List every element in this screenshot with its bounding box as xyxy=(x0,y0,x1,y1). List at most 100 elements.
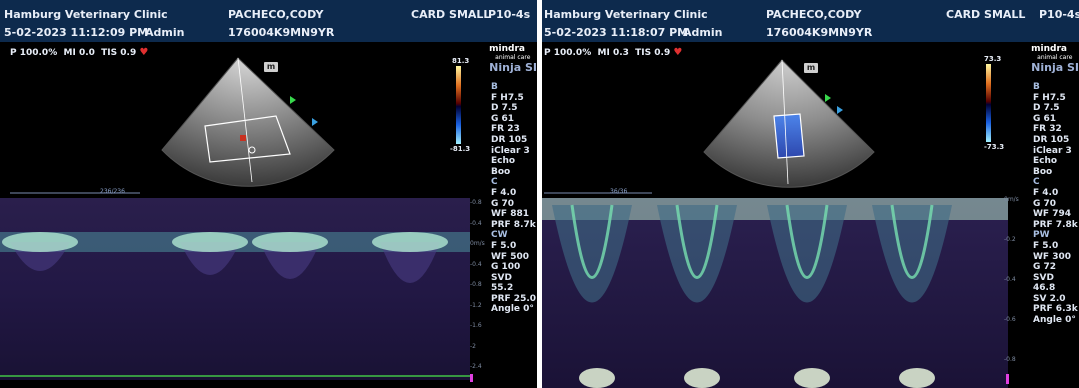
model-name: Ninja SI xyxy=(1031,61,1079,74)
param-item: G 70 xyxy=(1033,198,1057,209)
datetime: 5-02-2023 11:12:09 PM xyxy=(4,26,149,39)
scale-tick-label: -0.4 xyxy=(470,260,482,268)
param-item: PRF 6.3k xyxy=(1033,304,1078,315)
operator: Admin xyxy=(145,26,185,39)
flow-trace xyxy=(785,204,829,279)
color-scale-max: 73.3 xyxy=(984,55,1002,63)
mindray-logo: mindra animal care Ninja SI xyxy=(489,44,537,74)
param-section-header: C xyxy=(1033,177,1040,188)
param-item: PRF 8.7k xyxy=(491,219,536,230)
orientation-marker-green xyxy=(825,94,831,102)
color-flow xyxy=(774,114,804,158)
param-item: G 61 xyxy=(1033,113,1057,124)
acoustic-output: P 100.0% MI 0.0 TIS 0.9 ♥ xyxy=(10,47,148,58)
flow-trace xyxy=(890,204,934,279)
probe-label: P10-4s xyxy=(488,8,531,21)
param-item: G 72 xyxy=(1033,262,1057,273)
ultrasound-image-left xyxy=(0,57,473,382)
scale-tick-label: -0.8 xyxy=(470,199,482,206)
param-item: WF 794 xyxy=(1033,209,1071,220)
param-item: PRF 7.8k xyxy=(1033,219,1078,230)
preset-label: CARD SMALL xyxy=(411,8,491,21)
orientation-marker-blue xyxy=(837,106,843,114)
scale-tick-label: -0.2 xyxy=(1004,236,1016,243)
flow-trace xyxy=(570,204,614,279)
param-item: G 100 xyxy=(491,262,521,273)
flow-envelope xyxy=(260,242,320,279)
param-section-header: CW xyxy=(491,230,508,241)
param-item: F H7.5 xyxy=(1033,92,1066,103)
param-item: F H7.5 xyxy=(491,92,524,103)
flow-peak xyxy=(252,232,328,252)
param-item: Angle 0° xyxy=(1033,315,1076,326)
timeline-counter: 36/36 xyxy=(610,188,628,195)
heart-icon: ♥ xyxy=(673,47,683,58)
param-item: SVD 46.8 xyxy=(1033,272,1056,294)
param-item: iClear 3 xyxy=(491,145,530,156)
param-item: PRF 25.0 xyxy=(491,293,537,304)
scale-tick-label: -2 xyxy=(470,342,476,350)
color-scale-min: -81.3 xyxy=(450,145,471,153)
left-ultrasound-panel: Hamburg Veterinary Clinic PACHECO,CODY C… xyxy=(0,0,537,388)
header-bar: Hamburg Veterinary Clinic PACHECO,CODY C… xyxy=(0,0,537,42)
timeline-counter: 236/236 xyxy=(100,188,125,195)
tis-value: TIS 0.9 xyxy=(101,48,137,58)
param-item: FR 32 xyxy=(1033,124,1062,135)
color-flow xyxy=(240,135,246,141)
preset-label: CARD SMALL xyxy=(946,8,1026,21)
acoustic-output: P 100.0% MI 0.3 TIS 0.9 ♥ xyxy=(544,47,682,58)
m-icon: m xyxy=(804,63,818,73)
param-item: SV 2.0 xyxy=(1033,293,1066,304)
patient-id: 176004K9MN9YR xyxy=(766,26,873,39)
right-ultrasound-panel: Hamburg Veterinary Clinic PACHECO,CODY C… xyxy=(542,0,1079,388)
flow-peak xyxy=(2,232,78,252)
power-value: P 100.0% xyxy=(544,48,592,58)
param-item: Echo Boo xyxy=(491,156,516,177)
flow-peak xyxy=(899,368,935,388)
m-icon: m xyxy=(264,62,278,72)
heart-icon: ♥ xyxy=(139,47,149,58)
param-section-header: PW xyxy=(1033,230,1050,241)
scale-tick-label: -1.2 xyxy=(470,301,482,309)
scale-tick-label: -2.4 xyxy=(470,363,482,370)
flow-peak xyxy=(372,232,448,252)
cursor-line xyxy=(237,57,253,183)
color-box xyxy=(773,113,805,159)
clinic-name: Hamburg Veterinary Clinic xyxy=(544,8,708,21)
param-item: WF 881 xyxy=(491,209,529,220)
color-scale-max: 81.3 xyxy=(452,57,470,65)
flow-peak xyxy=(684,368,720,388)
param-item: FR 23 xyxy=(491,124,520,135)
doppler-spectrum-left xyxy=(0,198,470,380)
panel-divider xyxy=(537,0,542,388)
param-item: DR 105 xyxy=(491,134,528,145)
param-item: Angle 0° xyxy=(491,304,534,315)
clinic-name: Hamburg Veterinary Clinic xyxy=(4,8,168,21)
mindray-logo: mindra animal care Ninja SI xyxy=(1031,44,1079,74)
mi-value: MI 0.3 xyxy=(597,48,629,58)
param-item: D 7.5 xyxy=(1033,103,1060,114)
flow-trace xyxy=(675,204,719,279)
scale-tick-label: 0m/s xyxy=(470,240,485,247)
b-mode-sector xyxy=(162,58,334,187)
param-item: D 7.5 xyxy=(491,103,518,114)
scale-tick-label: -0.4 xyxy=(1004,276,1016,283)
scale-tick-label: -0.8 xyxy=(470,281,482,288)
param-section-header: B xyxy=(491,82,498,92)
power-value: P 100.0% xyxy=(10,48,58,58)
flow-envelope xyxy=(767,205,847,303)
header-bar: Hamburg Veterinary Clinic PACHECO,CODY C… xyxy=(542,0,1079,42)
patient-id: 176004K9MN9YR xyxy=(228,26,335,39)
color-box xyxy=(204,115,291,163)
color-scale-bar xyxy=(456,66,461,144)
patient-name: PACHECO,CODY xyxy=(766,8,862,21)
flow-peak xyxy=(794,368,830,388)
patient-name: PACHECO,CODY xyxy=(228,8,324,21)
datetime: 5-02-2023 11:18:07 PM xyxy=(544,26,689,39)
flow-peak xyxy=(172,232,248,252)
flow-envelope xyxy=(872,205,952,303)
color-scale-min: -73.3 xyxy=(984,143,1005,151)
cursor-line xyxy=(781,59,789,185)
